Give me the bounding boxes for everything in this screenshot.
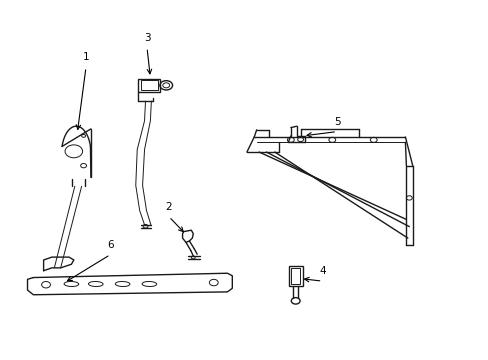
Bar [138,78,160,92]
Bar [291,268,300,284]
Ellipse shape [64,282,79,287]
Text: 5: 5 [333,117,340,127]
Text: 3: 3 [143,33,150,42]
Ellipse shape [88,282,103,287]
Bar [288,266,302,286]
Text: 1: 1 [82,52,89,62]
Bar [141,80,158,90]
Ellipse shape [115,282,130,287]
Text: 2: 2 [165,202,172,212]
Ellipse shape [142,282,157,287]
Text: 6: 6 [107,240,114,250]
Text: 4: 4 [319,266,325,276]
